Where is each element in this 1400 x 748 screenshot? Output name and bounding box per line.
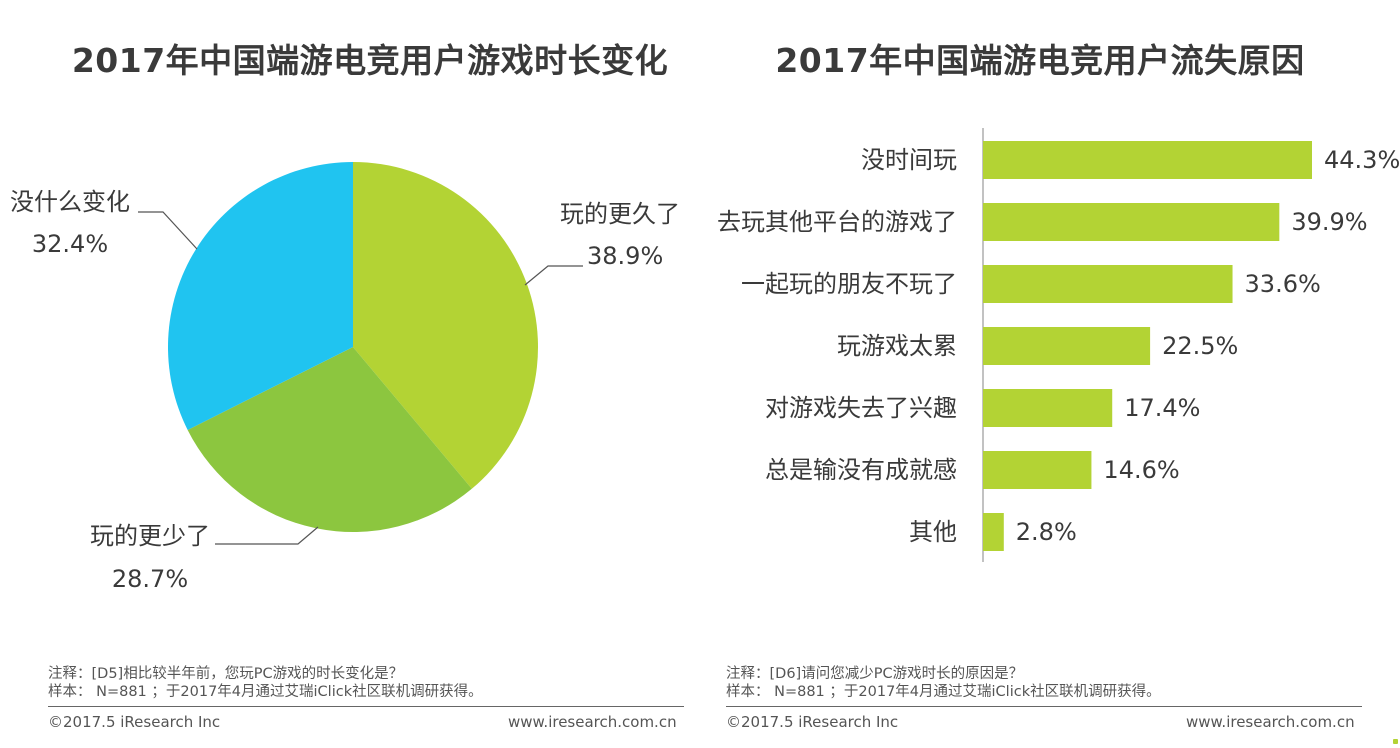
pie-chart: 玩的更久了 38.9% 玩的更少了 28.7% 没什么变化 32.4% bbox=[10, 162, 680, 593]
bar bbox=[983, 327, 1151, 365]
pie-slice bbox=[167, 162, 353, 430]
bar bbox=[983, 513, 1004, 551]
pie-leader-line bbox=[524, 265, 583, 286]
right-note-text: 注释：[D6]请问您减少PC游戏时长的原因是？ bbox=[726, 666, 1024, 682]
bar bbox=[983, 141, 1312, 179]
pie-slice-label: 玩的更久了 bbox=[560, 200, 680, 228]
pie-leader-line bbox=[215, 526, 319, 545]
bar-chart-title: 2017年中国端游电竞用户流失原因 bbox=[775, 41, 1305, 80]
bar-category-label: 一起玩的朋友不玩了 bbox=[741, 270, 957, 298]
pie-slice-value: 32.4% bbox=[32, 230, 108, 258]
pie-slice-value: 38.9% bbox=[587, 242, 663, 270]
left-sample-text: 样本： N=881 ；于2017年4月通过艾瑞iClick社区联机调研获得。 bbox=[48, 684, 483, 700]
bar-category-label: 去玩其他平台的游戏了 bbox=[717, 208, 957, 236]
pie-slice-label: 没什么变化 bbox=[10, 188, 130, 216]
bar bbox=[983, 265, 1233, 303]
bar bbox=[983, 389, 1113, 427]
bar-value-label: 14.6% bbox=[1103, 456, 1179, 484]
bar-value-label: 22.5% bbox=[1162, 332, 1238, 360]
right-website-link[interactable]: www.iresearch.com.cn bbox=[1186, 713, 1355, 731]
left-note-text: 注释：[D5]相比较半年前，您玩PC游戏的时长变化是？ bbox=[48, 666, 404, 682]
pie-slice-value: 28.7% bbox=[112, 565, 188, 593]
bar-category-label: 总是输没有成就感 bbox=[765, 456, 957, 484]
pie-slice-label: 玩的更少了 bbox=[90, 522, 210, 550]
bar-chart: 没时间玩 44.3% 去玩其他平台的游戏了 39.9% 一起玩的朋友不玩了 33.6% 玩游… bbox=[717, 128, 1400, 562]
pie-leader-line bbox=[138, 211, 198, 250]
bar-category-label: 没时间玩 bbox=[861, 146, 957, 174]
left-footer-divider bbox=[48, 706, 684, 707]
pie-chart-panel: 2017年中国端游电竞用户游戏时长变化 玩的更久了 38.9% 玩的更少了 28.7%… bbox=[10, 41, 684, 731]
bar-category-label: 玩游戏太累 bbox=[837, 332, 957, 360]
bar-category-label: 对游戏失去了兴趣 bbox=[765, 394, 957, 422]
corner-accent-mark bbox=[1393, 739, 1398, 744]
right-sample-text: 样本： N=881 ；于2017年4月通过艾瑞iClick社区联机调研获得。 bbox=[726, 684, 1161, 700]
right-footer-note: 注释：[D6]请问您减少PC游戏时长的原因是？ 样本： N=881 ；于2017… bbox=[726, 665, 1161, 701]
bar bbox=[983, 451, 1092, 489]
left-copyright: ©2017.5 iResearch Inc bbox=[48, 713, 221, 731]
left-website-link[interactable]: www.iresearch.com.cn bbox=[508, 713, 677, 731]
bar-value-label: 39.9% bbox=[1291, 208, 1367, 236]
bar-chart-panel: 2017年中国端游电竞用户流失原因 没时间玩 44.3% 去玩其他平台的游戏了 39.… bbox=[700, 0, 1400, 748]
left-footer-note: 注释：[D5]相比较半年前，您玩PC游戏的时长变化是？ 样本： N=881 ；于… bbox=[48, 665, 483, 701]
bar-value-label: 2.8% bbox=[1016, 518, 1077, 546]
pie-chart-title: 2017年中国端游电竞用户游戏时长变化 bbox=[71, 41, 669, 80]
pie-slice bbox=[353, 162, 539, 489]
bar-category-label: 其他 bbox=[909, 518, 957, 546]
bar bbox=[983, 203, 1280, 241]
bar-value-label: 44.3% bbox=[1324, 146, 1400, 174]
bar-value-label: 17.4% bbox=[1124, 394, 1200, 422]
bar-value-label: 33.6% bbox=[1245, 270, 1321, 298]
pie-slice bbox=[187, 347, 472, 532]
right-copyright: ©2017.5 iResearch Inc bbox=[726, 713, 899, 731]
right-footer-divider bbox=[726, 706, 1362, 707]
